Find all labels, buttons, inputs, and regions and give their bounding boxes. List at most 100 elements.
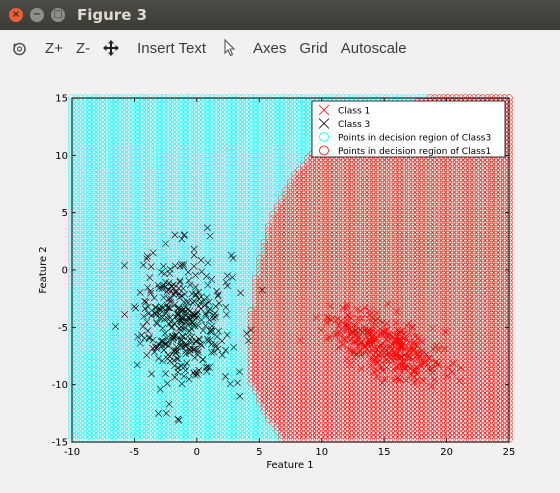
region-point: [334, 190, 343, 198]
region-point: [77, 230, 85, 239]
region-point: [326, 198, 334, 206]
region-point: [221, 154, 229, 162]
region-point: [422, 174, 430, 182]
region-point: [264, 122, 273, 130]
region-point: [177, 262, 185, 271]
close-button[interactable]: ×: [9, 8, 23, 22]
region-point: [365, 182, 373, 190]
region-point: [94, 150, 102, 158]
region-point: [212, 254, 220, 263]
region-point: [295, 134, 303, 142]
zoom-in-button[interactable]: Z+: [45, 39, 63, 57]
region-point: [374, 178, 382, 186]
region-point: [378, 210, 386, 219]
region-point: [256, 210, 264, 219]
region-point: [487, 210, 496, 219]
region-point: [330, 198, 338, 206]
region-point: [147, 114, 155, 122]
region-point: [168, 106, 177, 114]
region-point: [466, 206, 474, 215]
region-point: [81, 246, 89, 255]
region-point: [286, 238, 295, 247]
region-point: [374, 198, 382, 206]
region-point: [352, 202, 360, 211]
region-point: [286, 102, 295, 110]
region-point: [225, 138, 233, 146]
region-point: [129, 214, 137, 223]
region-point: [238, 198, 247, 206]
region-point: [147, 170, 155, 178]
select-button[interactable]: [223, 39, 237, 57]
region-point: [278, 138, 286, 146]
region-point: [470, 206, 478, 215]
region-point: [264, 270, 273, 279]
insert-text-button[interactable]: Insert Text: [137, 39, 207, 57]
region-point: [181, 242, 190, 251]
region-point: [155, 134, 164, 142]
region-point: [225, 162, 233, 170]
region-point: [234, 158, 242, 166]
region-point: [444, 186, 452, 194]
region-point: [81, 142, 89, 150]
region-point: [426, 266, 434, 275]
region-point: [81, 162, 89, 170]
region-point: [103, 146, 111, 154]
region-point: [103, 118, 111, 126]
axes-button[interactable]: Axes: [253, 39, 287, 57]
region-point: [426, 198, 434, 206]
region-point: [181, 150, 190, 158]
region-point: [291, 174, 299, 182]
region-point: [173, 114, 181, 122]
maximize-button[interactable]: □: [51, 8, 65, 22]
autoscale-button[interactable]: Autoscale: [340, 39, 407, 57]
zoom-out-button[interactable]: Z-: [75, 39, 91, 57]
region-point: [264, 166, 273, 174]
region-point: [221, 98, 229, 106]
region-point: [234, 246, 242, 255]
region-point: [129, 106, 137, 114]
minimize-button[interactable]: −: [30, 8, 44, 22]
region-point: [103, 162, 111, 170]
region-point: [404, 274, 413, 283]
region-point: [387, 242, 395, 251]
pan-button[interactable]: [102, 39, 120, 57]
region-point: [444, 194, 452, 202]
region-point: [317, 250, 325, 259]
region-point: [107, 242, 115, 251]
region-point: [138, 202, 146, 211]
region-point: [444, 254, 452, 263]
region-point: [313, 162, 321, 170]
region-point: [247, 162, 255, 170]
region-point: [339, 282, 347, 291]
region-point: [321, 170, 330, 178]
region-point: [348, 270, 356, 279]
rotate-button[interactable]: [11, 40, 28, 57]
region-point: [387, 282, 395, 291]
region-point: [243, 146, 251, 154]
region-point: [238, 226, 247, 235]
region-point: [264, 278, 273, 287]
region-point: [195, 138, 203, 146]
region-point: [151, 242, 159, 251]
region-point: [125, 126, 133, 134]
region-point: [422, 162, 430, 170]
region-point: [177, 174, 185, 182]
region-point: [291, 154, 299, 162]
region-point: [321, 230, 330, 239]
region-point: [361, 266, 369, 275]
region-point: [487, 266, 496, 275]
region-point: [404, 266, 413, 275]
region-point: [470, 234, 478, 243]
region-point: [278, 242, 286, 251]
region-point: [199, 198, 207, 206]
region-point: [147, 242, 155, 251]
region-point: [439, 262, 448, 271]
region-point: [278, 174, 286, 182]
region-point: [199, 162, 207, 170]
region-point: [133, 114, 142, 122]
grid-button[interactable]: Grid: [299, 39, 328, 57]
region-point: [326, 258, 334, 267]
region-point: [160, 154, 168, 162]
region-point: [133, 286, 142, 295]
